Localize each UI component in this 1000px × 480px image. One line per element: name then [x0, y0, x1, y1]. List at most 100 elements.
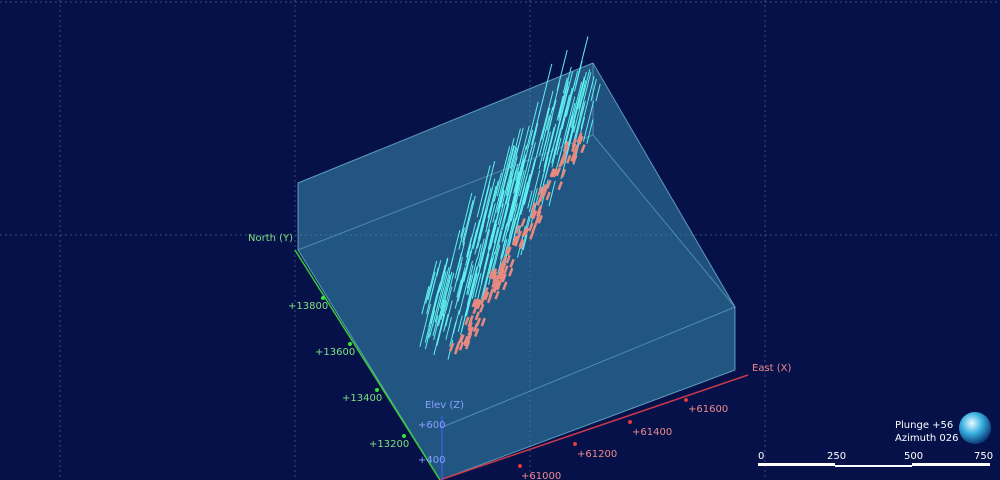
trace	[566, 154, 572, 164]
trace	[553, 111, 566, 158]
trace	[503, 167, 518, 221]
trace	[516, 230, 522, 240]
trace	[564, 120, 576, 160]
azimuth: Azimuth 026	[895, 433, 958, 444]
trace	[595, 83, 601, 102]
trace	[566, 71, 574, 93]
trace	[565, 70, 579, 116]
trace	[509, 162, 525, 218]
trace	[506, 145, 515, 173]
trace	[501, 255, 507, 265]
trace	[570, 81, 583, 127]
trace	[515, 185, 526, 220]
trace	[443, 313, 449, 332]
trace	[425, 286, 431, 304]
trace	[552, 168, 558, 178]
trace	[501, 223, 508, 243]
trace	[528, 169, 541, 213]
trace	[529, 230, 535, 240]
trace	[464, 300, 470, 317]
trace	[492, 274, 498, 284]
trace	[473, 219, 480, 242]
trace	[492, 187, 503, 223]
trace	[467, 321, 473, 331]
trace	[492, 281, 499, 291]
tick-label: +13800	[288, 301, 328, 312]
trace	[541, 107, 551, 140]
trace	[471, 298, 477, 308]
trace	[488, 269, 494, 279]
trace	[562, 77, 568, 94]
trace	[556, 137, 562, 156]
scale-label: 500	[904, 451, 923, 462]
trace	[549, 168, 555, 178]
trace	[486, 294, 493, 304]
trace	[541, 184, 547, 193]
trace	[575, 100, 586, 140]
trace	[439, 257, 454, 309]
trace	[523, 142, 536, 189]
trace	[499, 273, 505, 283]
trace	[496, 281, 502, 291]
trace	[466, 332, 473, 342]
trace	[458, 227, 465, 250]
trace	[489, 223, 498, 249]
trace	[542, 156, 549, 178]
trace	[576, 84, 584, 110]
trace	[477, 253, 490, 300]
trace	[501, 273, 507, 283]
trace	[514, 145, 527, 192]
trace	[481, 247, 491, 280]
trace	[426, 278, 437, 315]
trace	[458, 260, 473, 315]
trace	[502, 281, 508, 291]
trace	[466, 264, 474, 289]
trace	[472, 323, 479, 333]
trace	[436, 260, 442, 277]
trace	[539, 115, 551, 156]
trace	[480, 296, 486, 306]
trace	[437, 271, 453, 326]
trace	[580, 144, 586, 154]
trace	[462, 195, 476, 246]
scale-label: 250	[827, 451, 846, 462]
trace	[463, 335, 469, 345]
trace	[466, 236, 472, 258]
trace	[522, 234, 528, 250]
trace	[432, 315, 439, 336]
trace	[578, 80, 587, 109]
trace	[543, 127, 555, 168]
trace	[497, 162, 511, 210]
trace	[459, 334, 465, 344]
trace	[573, 144, 580, 154]
trace	[505, 179, 513, 205]
trace	[537, 214, 543, 224]
globe[interactable]	[959, 412, 991, 444]
trace	[561, 107, 568, 130]
trace	[464, 250, 472, 274]
trace	[527, 190, 533, 209]
trace	[482, 258, 494, 296]
trace	[582, 100, 595, 142]
trace	[424, 333, 430, 350]
trace	[495, 273, 501, 283]
trace	[559, 157, 565, 167]
trace	[566, 87, 573, 110]
plunge: Plunge +56	[895, 420, 953, 431]
trace	[546, 107, 554, 131]
trace	[493, 227, 499, 244]
trace	[543, 150, 550, 172]
trace	[445, 300, 453, 327]
trace	[542, 131, 551, 162]
axis-label: Elev (Z)	[425, 400, 464, 411]
trace	[520, 218, 526, 227]
trace	[474, 311, 480, 321]
trace	[434, 267, 450, 323]
trace	[525, 101, 539, 150]
trace	[498, 262, 504, 272]
trace	[580, 75, 595, 130]
tick-label: +600	[418, 420, 445, 431]
trace	[514, 237, 520, 247]
trace	[491, 190, 505, 240]
